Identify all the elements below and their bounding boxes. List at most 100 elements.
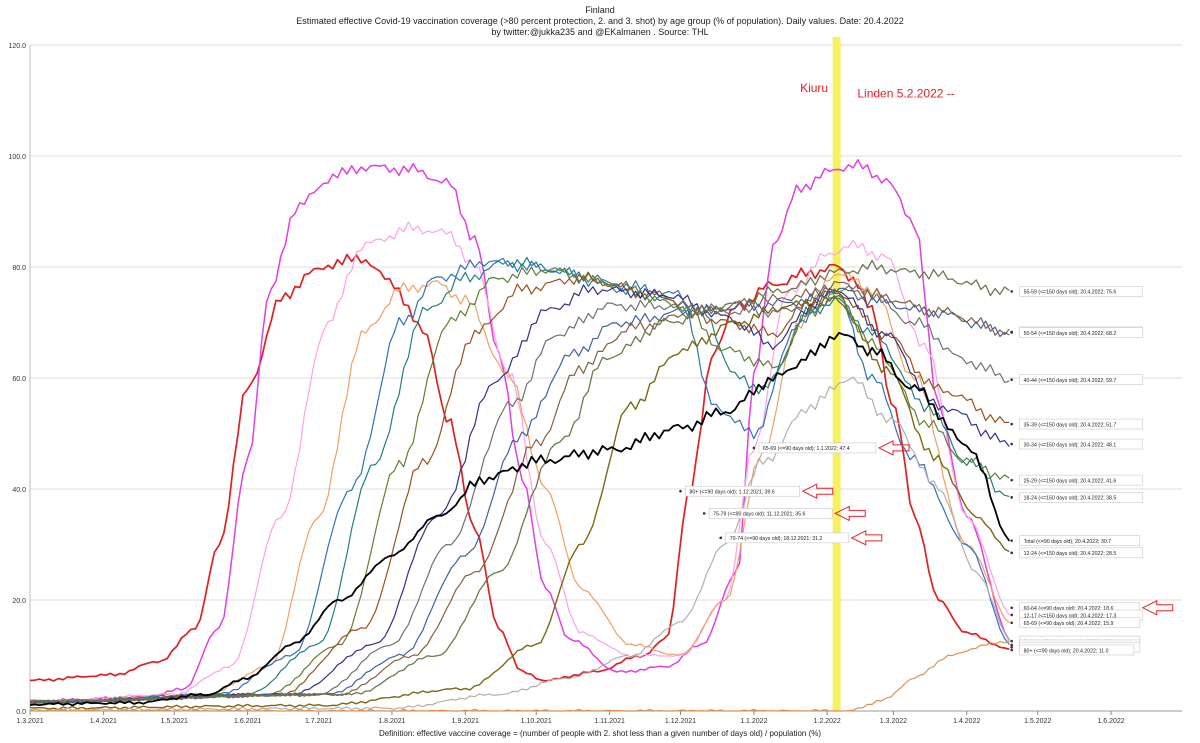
series-line-16 — [29, 331, 1011, 707]
series-line-14 — [29, 376, 1010, 712]
annotation-label: 75-79 (<=90 days old); 11.12.2021; 35.6 — [713, 512, 805, 518]
annotation-kiuru: Kiuru — [800, 81, 828, 95]
x-tick-label: 1.9.2021 — [452, 718, 479, 725]
annotation-label: 12-17 (<=150 days old); 20.4.2022; 17.3 — [1024, 613, 1117, 619]
annotation-label: 18-24 (<=150 days old); 20.4.2022; 38.5 — [1024, 496, 1117, 502]
annotation-point — [1010, 643, 1013, 647]
x-tick-label: 1.6.2022 — [1097, 718, 1124, 725]
annotation-label: 12-24 (<=150 days old); 20.4.2022; 28.5 — [1024, 551, 1117, 557]
annotation-point — [1010, 539, 1013, 542]
x-axis-label: Definition: effective vaccine coverage =… — [378, 729, 822, 738]
annotation-point — [1010, 496, 1013, 499]
annotation-point — [702, 512, 706, 515]
highlight-band-layer — [832, 37, 841, 711]
annotation-arrow — [834, 505, 866, 522]
x-tick-label: 1.4.2022 — [953, 718, 980, 725]
annotation-box — [758, 442, 877, 454]
annotation-layer: Kiuru Linden 5.2.2022 -- 55-59 (<=150 days… — [679, 81, 1174, 656]
x-tick-label: 1.1.2022 — [740, 718, 767, 725]
series-line-15 — [29, 640, 1010, 712]
x-tick-label: 1.7.2021 — [305, 718, 332, 725]
x-tick-label: 1.2.2022 — [814, 718, 841, 725]
annotation-box — [1019, 418, 1144, 430]
x-tick-label: 1.5.2021 — [161, 718, 188, 725]
annotation-arrow — [850, 530, 883, 546]
y-tick-label: 80.0 — [12, 265, 26, 272]
x-tick-label: 1.6.2021 — [234, 718, 261, 725]
annotation-label: 80+ (<=90 days old); 1.12.2021; 39.6 — [690, 490, 775, 496]
annotation-box — [1019, 644, 1135, 656]
annotation-point — [1010, 290, 1013, 293]
y-tick-label: 60.0 — [12, 376, 26, 383]
annotation-label: 35-39 (<=150 days old); 20.4.2022; 51.7 — [1024, 422, 1117, 428]
annotation-linden: Linden 5.2.2022 -- — [857, 87, 954, 101]
annotation-box — [725, 532, 850, 544]
x-tick-label: 1.5.2022 — [1024, 718, 1051, 725]
annotation-label: 50-54 (<=150 days old); 20.4.2022; 68.2 — [1024, 331, 1117, 337]
annotation-box — [685, 485, 801, 497]
annotation-box — [1019, 327, 1144, 338]
series-line-4 — [29, 257, 1010, 704]
annotation-arrow — [877, 440, 910, 456]
x-tick-label: 1.4.2021 — [90, 718, 117, 725]
chart-subtitle: Estimated effective Covid-19 vaccination… — [296, 16, 904, 26]
annotation-point — [1010, 639, 1013, 643]
y-tick-label: 20.0 — [12, 598, 26, 605]
annotation-box — [1019, 547, 1144, 559]
annotation-label: 30-34 (<=150 days old); 20.4.2022; 48.1 — [1024, 442, 1117, 448]
chart-title: Finland — [585, 5, 615, 15]
annotation-point — [1010, 331, 1013, 334]
highlight-band — [832, 37, 841, 711]
annotation-point — [1010, 606, 1013, 610]
series-line-2 — [29, 221, 1010, 704]
x-tick-label: 1.12.2021 — [665, 718, 696, 725]
annotation-box — [1019, 374, 1144, 385]
annotation-point — [1010, 648, 1013, 652]
x-tick-label: 1.3.2022 — [880, 718, 907, 725]
series-line-13 — [29, 295, 1010, 711]
series-line-10 — [29, 287, 1010, 704]
annotation-box — [1019, 617, 1141, 629]
annotation-label: 70-74 (<=90 days old); 18.12.2021; 31.2 — [730, 536, 823, 542]
annotation-point — [1010, 613, 1013, 617]
series-line-5 — [29, 256, 1010, 705]
annotation-label: 65-69 (<=90 days old); 1.1.2022; 47.4 — [763, 446, 850, 452]
annotation-box — [1019, 492, 1144, 503]
annotation-label: 55-59 (<=150 days old); 20.4.2022; 75.6 — [1024, 290, 1117, 296]
series-layer — [29, 159, 1011, 712]
series-line-1 — [29, 159, 1010, 703]
x-tick-label: 1.11.2021 — [594, 718, 625, 725]
x-tick-label: 1.3.2021 — [16, 718, 43, 725]
annotation-label: 40-44 (<=150 days old); 20.4.2022; 59.7 — [1024, 378, 1117, 384]
annotation-point — [679, 489, 682, 493]
annotation-point — [752, 446, 756, 450]
annotation-point — [719, 536, 723, 540]
annotation-box — [708, 508, 833, 519]
series-line-11 — [29, 281, 1010, 704]
annotation-label: 60-64 (<=90 days old); 20.4.2022; 18.6 — [1024, 606, 1114, 612]
annotation-point — [1010, 551, 1013, 555]
axes: 0.0 20.0 40.0 60.0 80.0 100.0 120.0 1.3.2021 1.4… — [8, 43, 1182, 725]
annotation-label: Total (<=90 days old); 20.4.2022; 30.7 — [1024, 539, 1111, 545]
annotation-point — [1010, 378, 1013, 381]
chart-credit: by twitter:@jukka235 and @EKalmanen . So… — [491, 27, 709, 37]
y-tick-label: 0.0 — [16, 709, 26, 716]
x-tick-label: 1.8.2021 — [378, 718, 405, 725]
annotation-arrow — [1141, 599, 1174, 616]
annotation-arrow — [801, 483, 834, 500]
y-tick-label: 100.0 — [8, 154, 26, 161]
x-tick-label: 1.10.2021 — [521, 718, 552, 725]
annotation-point — [1010, 442, 1013, 446]
annotation-point — [1010, 422, 1013, 426]
annotation-point — [1010, 645, 1013, 649]
series-line-0 — [29, 253, 1010, 682]
annotation-label: 80+ (<=90 days old); 20.4.2022; 11.0 — [1024, 648, 1109, 654]
annotation-point — [1010, 478, 1013, 482]
y-tick-label: 120.0 — [8, 43, 26, 50]
annotation-point — [1010, 621, 1013, 625]
annotation-label: 25-29 (<=150 days old); 20.4.2022; 41.6 — [1024, 478, 1117, 484]
annotation-label: 65-69 (<=90 days old); 20.4.2022; 15.9 — [1024, 621, 1114, 627]
y-tick-label: 40.0 — [12, 487, 26, 494]
